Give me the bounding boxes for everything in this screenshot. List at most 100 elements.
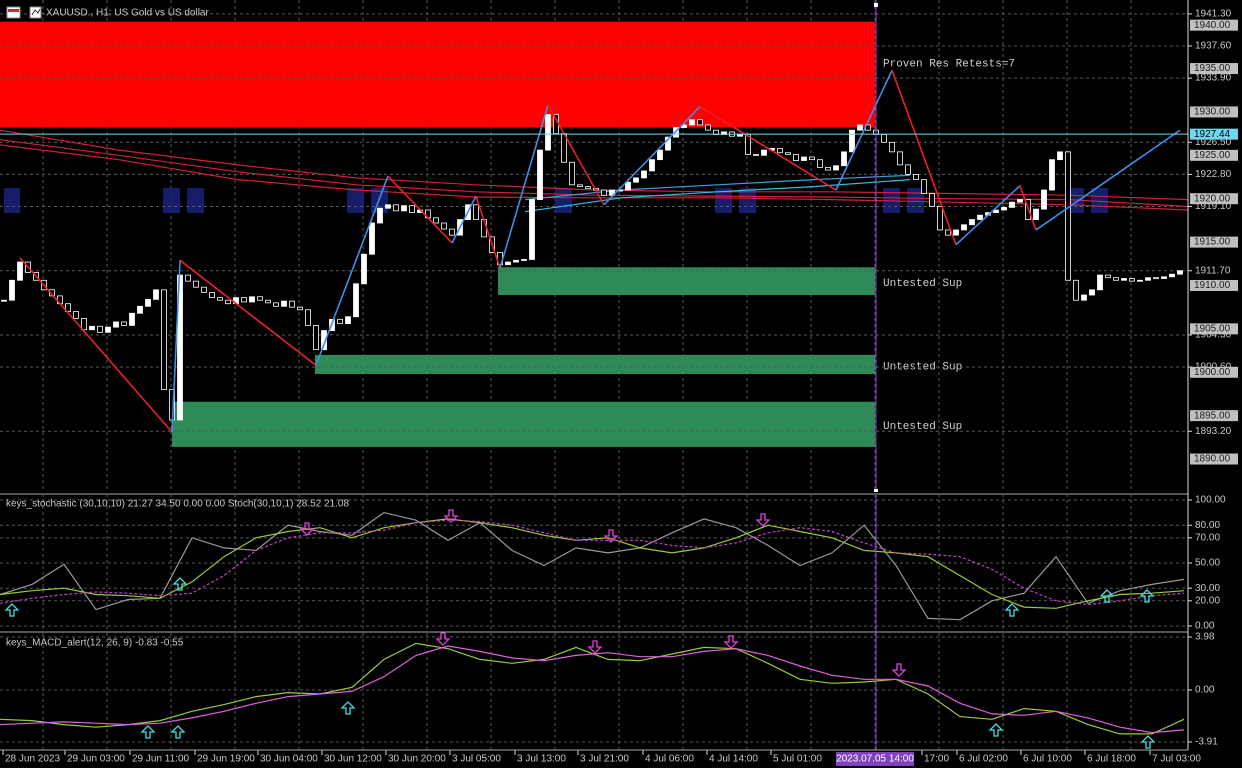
candle: [1097, 274, 1103, 291]
window-title: XAUUSD., H1: US Gold vs US dollar: [46, 8, 209, 19]
candle: [241, 297, 247, 303]
x-tick-label: 29 Jun 19:00: [197, 754, 255, 765]
candle: [657, 149, 663, 161]
candle: [401, 205, 407, 212]
level-label: 1940.00: [1194, 20, 1231, 31]
signal-arrow: [755, 513, 771, 527]
zone-label: Untested Sup: [883, 421, 962, 433]
candle: [1089, 289, 1095, 296]
level-box: [1190, 63, 1238, 75]
candle: [353, 283, 359, 318]
y-tick-label: 1893.20: [1195, 426, 1232, 437]
candle: [1129, 278, 1135, 282]
candle: [513, 259, 519, 263]
candle: [1177, 270, 1183, 275]
candle: [633, 177, 639, 183]
candle: [529, 199, 535, 260]
candle: [1105, 274, 1111, 279]
indicator-line: [0, 144, 1189, 211]
signal-arrow: [587, 640, 603, 654]
candle: [641, 170, 647, 179]
x-tick-label: 4 Jul 06:00: [645, 754, 694, 765]
candle: [857, 124, 863, 131]
candle: [1161, 276, 1167, 279]
y-tick-label: 20.00: [1195, 595, 1220, 606]
candle: [889, 141, 895, 153]
candle: [649, 159, 655, 172]
y-tick-label: 0.00: [1195, 621, 1215, 632]
zone-label: Untested Sup: [883, 278, 962, 290]
candle: [297, 306, 303, 311]
candle: [1041, 189, 1047, 210]
x-tick-label: 6 Jul 02:00: [959, 754, 1008, 765]
candle: [89, 325, 95, 331]
x-tick-label: 29 Jun 03:00: [67, 754, 125, 765]
level-label: 1895.00: [1194, 410, 1231, 421]
candle: [961, 224, 967, 231]
indicator-line: [0, 139, 1189, 208]
signal-arrow: [299, 522, 315, 536]
zigzag-leg: [955, 185, 1021, 246]
x-tick-label: 30 Jun 12:00: [324, 754, 382, 765]
level-label: 1935.00: [1194, 63, 1231, 74]
candle: [289, 300, 295, 308]
level-label: 1915.00: [1194, 237, 1231, 248]
signal-arrow: [1099, 589, 1115, 603]
indicator-title: keys_MACD_alert(12, 26, 9) -0.83 -0.55: [6, 638, 184, 649]
zigzag-leg: [891, 70, 957, 245]
candle: [537, 149, 543, 200]
session-block: [347, 188, 364, 213]
candle: [1017, 199, 1023, 203]
level-label: 1925.00: [1194, 150, 1231, 161]
zone: [0, 21, 875, 128]
candle: [449, 228, 455, 236]
indicator-line: [0, 645, 1185, 734]
zigzag-leg: [1035, 129, 1181, 231]
level-box: [1190, 453, 1238, 465]
candle: [97, 325, 103, 333]
candle: [73, 311, 79, 319]
x-tick-label: 3 Jul 05:00: [452, 754, 501, 765]
indicator-title: keys_stochastic (30,10,10) 21.27 34.50 0…: [6, 499, 349, 510]
candle: [697, 119, 703, 126]
y-tick-label: 30.00: [1195, 583, 1220, 594]
cursor-handle: [874, 489, 878, 493]
y-tick-label: 3.98: [1195, 632, 1215, 643]
signal-arrow: [340, 701, 356, 715]
candle: [585, 186, 591, 189]
y-tick-label: 100.00: [1195, 495, 1226, 506]
candle: [81, 318, 87, 331]
candle: [569, 161, 575, 186]
zigzag-leg: [499, 104, 549, 269]
signal-arrow: [988, 723, 1004, 737]
y-tick-label: 1926.50: [1195, 137, 1232, 148]
y-tick-label: 1941.30: [1195, 9, 1232, 20]
signal-arrow: [891, 663, 907, 677]
candle: [441, 222, 447, 230]
x-tick-label: 17:00: [924, 754, 949, 765]
candle: [793, 154, 799, 161]
candle: [385, 204, 391, 209]
x-tick-label: 6 Jul 10:00: [1023, 754, 1072, 765]
candle: [777, 147, 783, 154]
signal-arrow: [140, 725, 156, 739]
candle: [993, 209, 999, 213]
candle: [945, 229, 951, 236]
candle: [601, 189, 607, 196]
candle: [521, 259, 527, 261]
x-tick-label: 7 Jul 03:00: [1152, 754, 1201, 765]
candle: [545, 114, 551, 151]
zigzag-leg: [171, 260, 181, 433]
candle: [305, 309, 311, 326]
window-icon: [6, 6, 42, 19]
level-label: 1930.00: [1194, 107, 1231, 118]
y-tick-label: 50.00: [1195, 558, 1220, 569]
zigzag-leg: [451, 195, 477, 244]
candle: [913, 174, 919, 181]
candle: [17, 261, 23, 281]
candle: [577, 184, 583, 187]
candle: [225, 299, 231, 305]
